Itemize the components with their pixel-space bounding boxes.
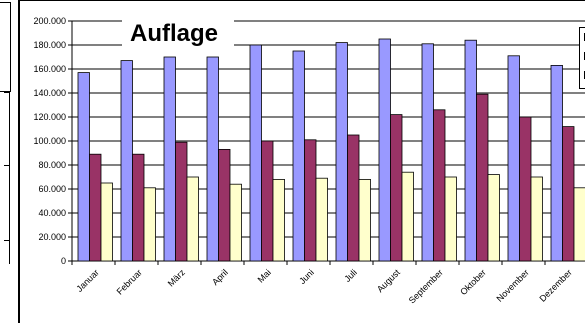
adjacent-tick bbox=[4, 165, 10, 166]
bar bbox=[378, 38, 391, 262]
adjacent-tick bbox=[4, 92, 10, 93]
bar bbox=[390, 114, 403, 262]
bar bbox=[100, 182, 113, 262]
bar bbox=[476, 93, 489, 262]
bar-chart: 0 20.000 40.000 60.000 80.000 100.000 120.000 1… bbox=[33, 16, 585, 306]
bar bbox=[218, 148, 231, 262]
bar bbox=[433, 109, 446, 262]
y-tick-label: 180.000 bbox=[33, 40, 66, 50]
bar bbox=[163, 56, 176, 262]
y-tick-label: 40.000 bbox=[38, 208, 66, 218]
adjacent-tick bbox=[4, 240, 10, 241]
y-tick-label: 140.000 bbox=[33, 88, 66, 98]
x-tick-label: Dezember bbox=[537, 267, 573, 303]
bar bbox=[77, 72, 90, 262]
x-tick-label: Januar bbox=[74, 267, 101, 294]
bar bbox=[358, 178, 371, 262]
bar bbox=[335, 42, 348, 262]
bar bbox=[186, 176, 199, 262]
legend: 2007 2006 2005 bbox=[579, 27, 585, 89]
adjacent-axis-line bbox=[9, 92, 10, 264]
bar bbox=[315, 177, 328, 262]
chart-title: Auflage bbox=[130, 20, 219, 47]
x-tick-label: April bbox=[210, 267, 230, 287]
y-tick-label: 200.000 bbox=[33, 16, 66, 26]
x-tick-label: Juni bbox=[297, 267, 316, 286]
x-tick-label: Oktober bbox=[458, 267, 488, 297]
bar bbox=[249, 44, 262, 262]
x-tick-label: Juli bbox=[342, 267, 359, 284]
bar bbox=[272, 178, 285, 262]
bar bbox=[519, 116, 532, 262]
bar bbox=[464, 39, 477, 262]
x-tick-label: September bbox=[407, 267, 445, 305]
bar bbox=[143, 187, 156, 262]
y-tick-label: 100.000 bbox=[33, 136, 66, 146]
chart-area[interactable]: 0 20.000 40.000 60.000 80.000 100.000 120.000 1… bbox=[18, 0, 585, 323]
bar bbox=[261, 140, 274, 262]
x-tick-label: Mai bbox=[256, 267, 273, 284]
bar bbox=[401, 171, 414, 262]
bar bbox=[507, 55, 520, 262]
y-tick-label: 80.000 bbox=[38, 160, 66, 170]
y-tick-label: 160.000 bbox=[33, 64, 66, 74]
title-background bbox=[122, 19, 234, 49]
bar bbox=[120, 60, 133, 262]
bar bbox=[573, 187, 585, 262]
adjacent-frame bbox=[0, 2, 11, 92]
bar bbox=[444, 176, 457, 262]
x-tick-label: März bbox=[166, 267, 188, 289]
x-tick-label: November bbox=[494, 267, 530, 303]
bar bbox=[229, 183, 242, 262]
bar bbox=[550, 65, 563, 262]
bar bbox=[487, 174, 500, 262]
y-tick-label: 60.000 bbox=[38, 184, 66, 194]
bar bbox=[132, 153, 145, 262]
bar bbox=[89, 153, 102, 262]
bar bbox=[292, 50, 305, 262]
bar bbox=[562, 126, 575, 262]
y-tick-label: 120.000 bbox=[33, 112, 66, 122]
bar bbox=[530, 176, 543, 262]
y-tick-label: 20.000 bbox=[38, 232, 66, 242]
adjacent-panel-edge bbox=[0, 0, 18, 323]
x-tick-label: August bbox=[375, 267, 402, 294]
x-tick-label: Februar bbox=[115, 267, 144, 296]
bar bbox=[421, 43, 434, 262]
bar bbox=[347, 134, 360, 262]
y-tick-label: 0 bbox=[61, 256, 66, 266]
bar bbox=[304, 139, 317, 262]
bar bbox=[175, 141, 188, 262]
bar bbox=[206, 56, 219, 262]
